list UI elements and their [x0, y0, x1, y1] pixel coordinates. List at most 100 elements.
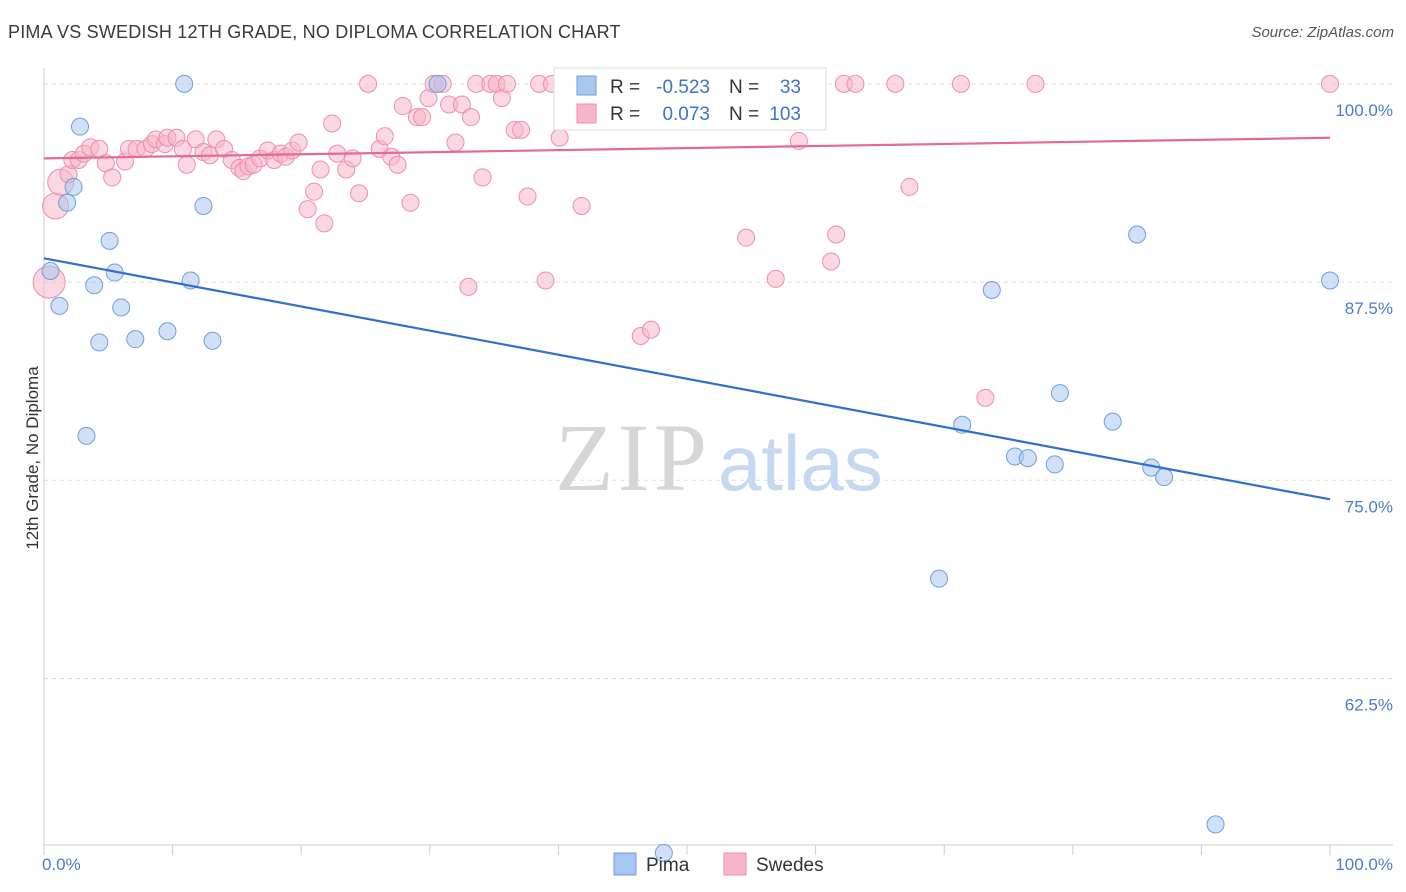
pima-point-3 — [64, 177, 83, 196]
pima-point-1 — [50, 296, 69, 315]
swedes-point-76 — [550, 128, 569, 147]
swedes-point-39 — [298, 200, 317, 219]
swedes-point-100 — [1026, 74, 1045, 93]
chart-title: PIMA VS SWEDISH 12TH GRADE, NO DIPLOMA C… — [8, 22, 621, 42]
swedes-point-48 — [359, 74, 378, 93]
pima-point-8 — [100, 231, 119, 250]
stats-box-frame — [553, 67, 827, 131]
watermark: ZIP atlas — [555, 404, 883, 511]
pima-point-37 — [1321, 271, 1339, 290]
swedes-point-99 — [976, 388, 995, 407]
stats-swatch-pima — [576, 75, 597, 96]
source-label: Source: ZipAtlas.com — [1251, 24, 1394, 41]
legend-label-swedes: Swedes — [756, 855, 824, 876]
y-tick-label-2: 75.0% — [1345, 497, 1393, 516]
pima-point-11 — [126, 330, 145, 349]
watermark-atlas: atlas — [718, 419, 883, 507]
pima-trend-line — [43, 257, 1331, 501]
swedes-point-95 — [846, 74, 865, 93]
swedes-point-47 — [350, 184, 369, 203]
swedes-point-93 — [827, 225, 846, 244]
stats-n-label-swedes: N = — [729, 104, 764, 125]
pima-point-6 — [85, 276, 104, 295]
swedes-point-65 — [473, 168, 492, 187]
swedes-point-88 — [766, 269, 785, 288]
swedes-point-40 — [305, 182, 324, 201]
stats-box: R = -0.523 N = 33 R = 0.073 N = 103 — [553, 67, 827, 131]
y-tick-label-0: 100.0% — [1335, 101, 1393, 120]
pima-point-38 — [654, 843, 673, 862]
swedes-point-86 — [737, 228, 756, 247]
pima-point-32 — [1103, 412, 1122, 431]
stats-r-label-pima: R = — [610, 77, 645, 98]
swedes-point-84 — [641, 320, 660, 339]
pima-point-15 — [194, 196, 213, 215]
pima-point-7 — [90, 333, 109, 352]
stats-n-label-pima: N = — [729, 77, 764, 98]
swedes-point-10 — [103, 168, 122, 187]
swedes-point-42 — [315, 214, 334, 233]
swedes-point-56 — [413, 108, 432, 127]
swedes-point-74 — [536, 271, 555, 290]
legend-swatch-pima — [613, 852, 637, 876]
pima-point-16 — [203, 331, 222, 350]
swedes-point-50 — [375, 127, 394, 146]
legend-swatch-swedes — [723, 852, 747, 876]
swedes-point-96 — [886, 74, 905, 93]
swedes-point-78 — [572, 196, 591, 215]
swedes-point-69 — [497, 74, 516, 93]
stats-n-value-pima: 33 — [780, 77, 801, 98]
swedes-point-71 — [512, 120, 531, 139]
pima-point-31 — [1050, 384, 1069, 403]
x-tick-labels: 0.0% 100.0% — [42, 855, 1393, 874]
swedes-point-38 — [289, 133, 308, 152]
pima-point-2 — [58, 193, 77, 212]
y-tick-label-3: 62.5% — [1345, 696, 1393, 715]
pima-point-36 — [1206, 815, 1225, 834]
stats-r-value-swedes: 0.073 — [662, 104, 710, 125]
legend: Pima Swedes — [613, 852, 824, 876]
swedes-point-41 — [311, 160, 330, 179]
swedes-trend-line — [43, 136, 1331, 160]
swedes-point-97 — [900, 177, 919, 196]
swedes-point-92 — [822, 252, 841, 271]
y-tick-labels: 100.0% 87.5% 75.0% 62.5% — [1335, 101, 1393, 715]
pima-point-29 — [1018, 449, 1037, 468]
swedes-point-21 — [177, 155, 196, 174]
swedes-point-63 — [461, 108, 480, 127]
y-tick-label-1: 87.5% — [1345, 299, 1393, 318]
y-axis-label: 12th Grade, No Diploma — [23, 366, 42, 550]
stats-r-value-pima: -0.523 — [656, 77, 710, 98]
axes — [43, 68, 1393, 855]
pima-point-35 — [1155, 468, 1174, 487]
stats-swatch-swedes — [576, 103, 597, 124]
pima-point-33 — [1128, 225, 1147, 244]
stats-r-label-swedes: R = — [610, 104, 645, 125]
swedes-point-43 — [323, 114, 342, 133]
pima-point-10 — [112, 298, 131, 317]
swedes-point-102 — [459, 277, 478, 296]
pima-point-0 — [41, 261, 60, 280]
pima-point-13 — [175, 74, 194, 93]
swedes-point-98 — [951, 74, 970, 93]
swedes-point-72 — [518, 187, 537, 206]
pima-point-27 — [982, 281, 1001, 299]
swedes-point-62 — [452, 95, 471, 114]
stats-n-value-swedes: 103 — [769, 104, 801, 125]
trend-lines — [43, 136, 1331, 501]
pima-point-4 — [71, 117, 90, 136]
swedes-point-101 — [1321, 74, 1339, 93]
watermark-zip: ZIP — [555, 404, 711, 511]
swedes-point-54 — [401, 193, 420, 212]
x-tick-label-left: 0.0% — [42, 855, 81, 874]
pima-point-25 — [930, 569, 949, 588]
swedes-point-53 — [393, 97, 412, 116]
swedes-point-52 — [388, 155, 407, 174]
pima-point-5 — [77, 426, 96, 445]
pima-point-30 — [1045, 455, 1064, 474]
legend-label-pima: Pima — [646, 855, 690, 876]
x-tick-label-right: 100.0% — [1335, 855, 1393, 874]
swedes-point-61 — [446, 133, 465, 152]
pima-point-17 — [428, 74, 447, 93]
